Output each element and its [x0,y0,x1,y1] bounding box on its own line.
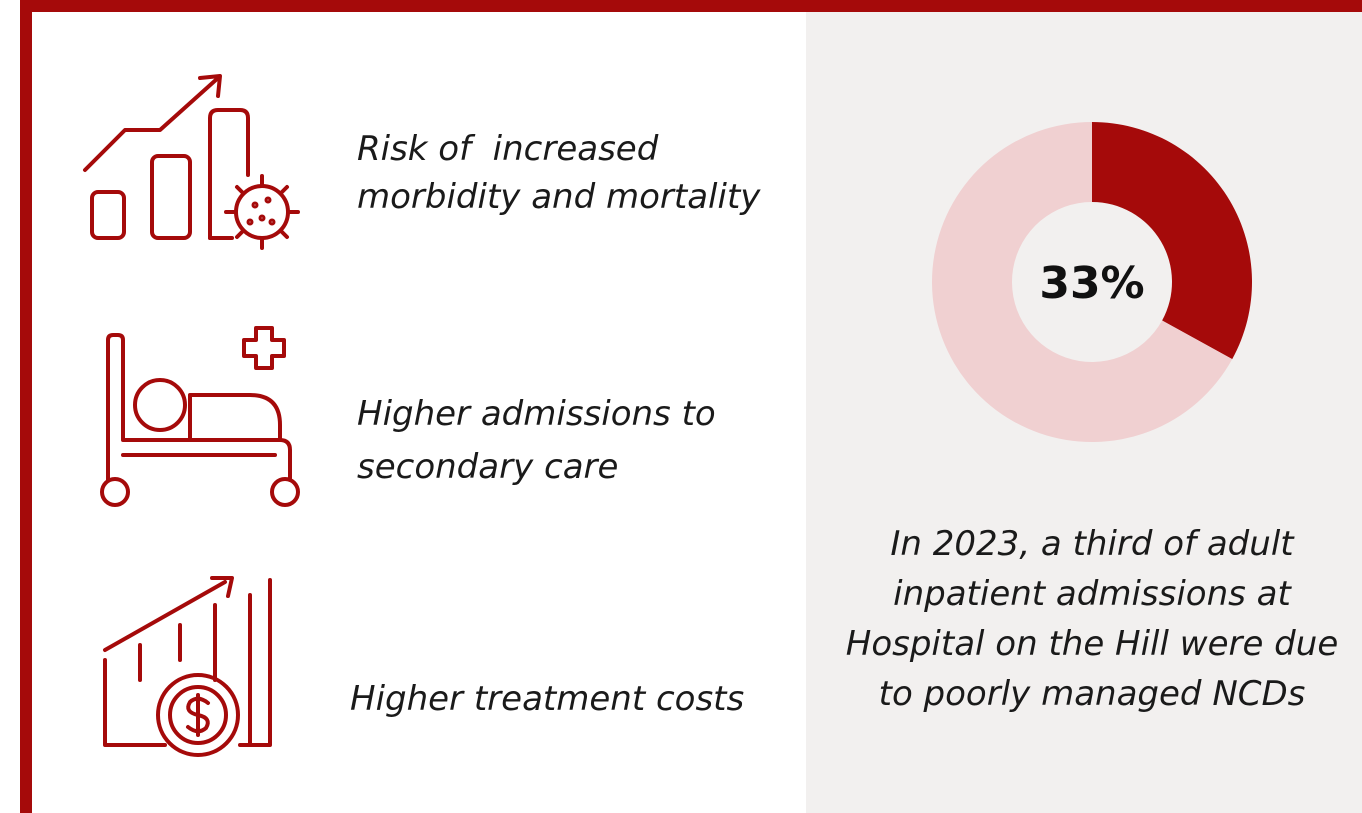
left-border [20,0,32,813]
caption-text: inpatient admissions at [893,574,1292,614]
item-text: secondary care [357,447,618,487]
item-text: morbidity and mortality [357,177,761,217]
top-border [20,0,1362,12]
donut-segment [932,122,1233,442]
donut-hole [1013,203,1171,361]
icon-morbidity [83,74,300,250]
caption-text: In 2023, a third of adult [890,524,1295,564]
caption-text: Hospital on the Hill were due [846,624,1339,664]
donut-chart: 33% [932,122,1252,442]
item-text: Risk of increased [357,129,659,169]
icon-costs [103,576,272,757]
icon-bed [100,326,300,507]
item-text: Higher admissions to [357,394,716,434]
text-layer: Risk of increased morbidity and mortality… [350,129,1338,719]
item-text: Higher treatment costs [350,679,744,719]
donut-label: 33% [1039,258,1144,309]
donut-segment [1092,122,1252,360]
caption-text: to poorly managed NCDs [879,674,1306,714]
